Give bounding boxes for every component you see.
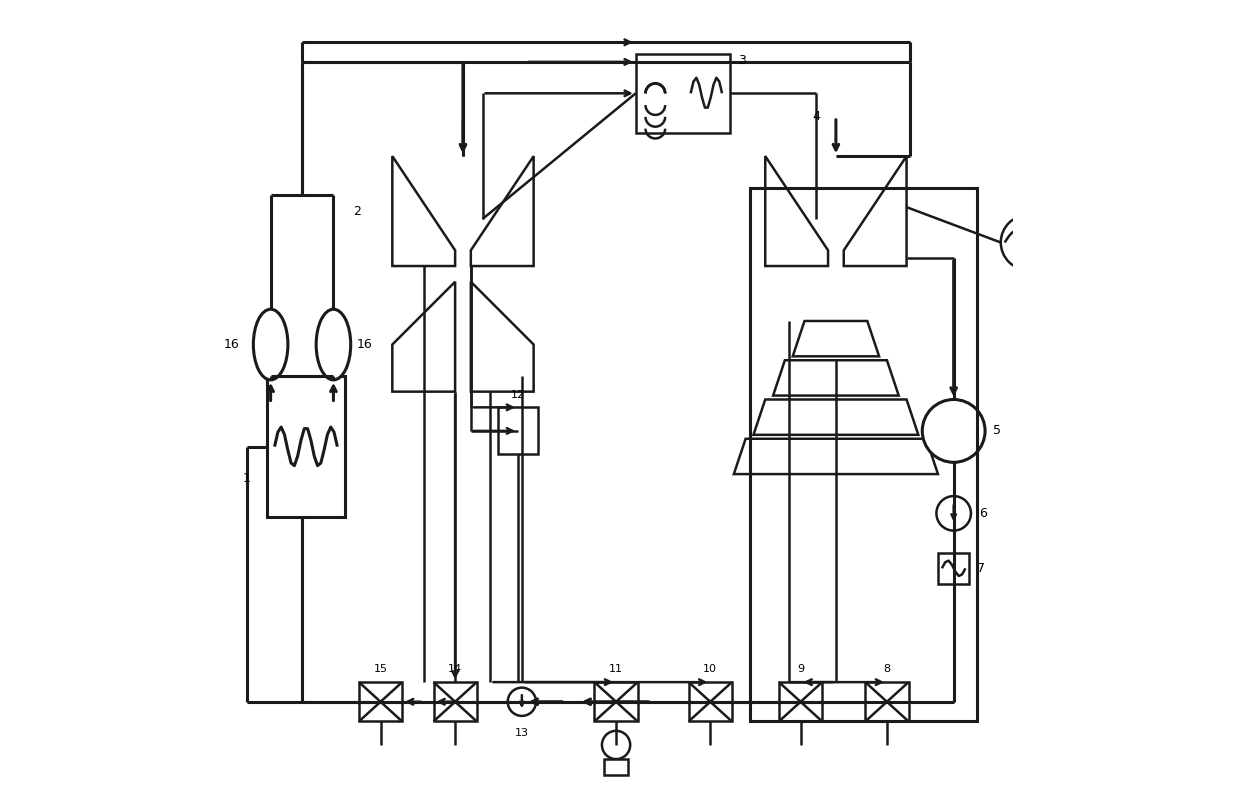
Text: 16: 16 (357, 338, 373, 351)
Ellipse shape (253, 309, 288, 380)
Circle shape (936, 496, 971, 531)
Circle shape (923, 400, 985, 463)
Polygon shape (843, 156, 906, 266)
Polygon shape (765, 156, 828, 266)
Bar (937, 553, 970, 584)
Bar (594, 682, 637, 721)
Text: 13: 13 (515, 728, 529, 737)
Bar (498, 407, 538, 455)
Text: 6: 6 (978, 507, 987, 520)
Polygon shape (471, 282, 533, 392)
Text: 2: 2 (353, 205, 361, 217)
Text: 7: 7 (977, 562, 986, 574)
Polygon shape (773, 360, 899, 396)
Bar (604, 759, 627, 775)
Polygon shape (392, 156, 455, 266)
Bar (434, 682, 476, 721)
Text: 15: 15 (373, 664, 388, 674)
Bar (636, 54, 730, 133)
Text: 10: 10 (703, 664, 717, 674)
Text: 5: 5 (993, 424, 1001, 437)
Polygon shape (471, 156, 533, 266)
Bar (779, 682, 822, 721)
Circle shape (1001, 215, 1055, 270)
Bar (358, 682, 402, 721)
Text: 1: 1 (243, 471, 250, 484)
Polygon shape (734, 439, 937, 474)
Circle shape (507, 688, 536, 716)
Text: 9: 9 (797, 664, 804, 674)
Circle shape (601, 731, 630, 759)
Ellipse shape (316, 309, 351, 380)
Text: 3: 3 (738, 54, 745, 67)
Bar (267, 376, 345, 517)
Text: 16: 16 (223, 338, 239, 351)
Text: 8: 8 (883, 664, 890, 674)
Bar (688, 682, 732, 721)
Bar (749, 188, 977, 721)
Text: 14: 14 (448, 664, 463, 674)
Text: 4: 4 (812, 110, 820, 123)
Polygon shape (392, 282, 455, 392)
Text: 12: 12 (511, 389, 525, 400)
Polygon shape (792, 321, 879, 356)
Bar (866, 682, 909, 721)
Text: 11: 11 (609, 664, 622, 674)
Polygon shape (754, 400, 919, 435)
